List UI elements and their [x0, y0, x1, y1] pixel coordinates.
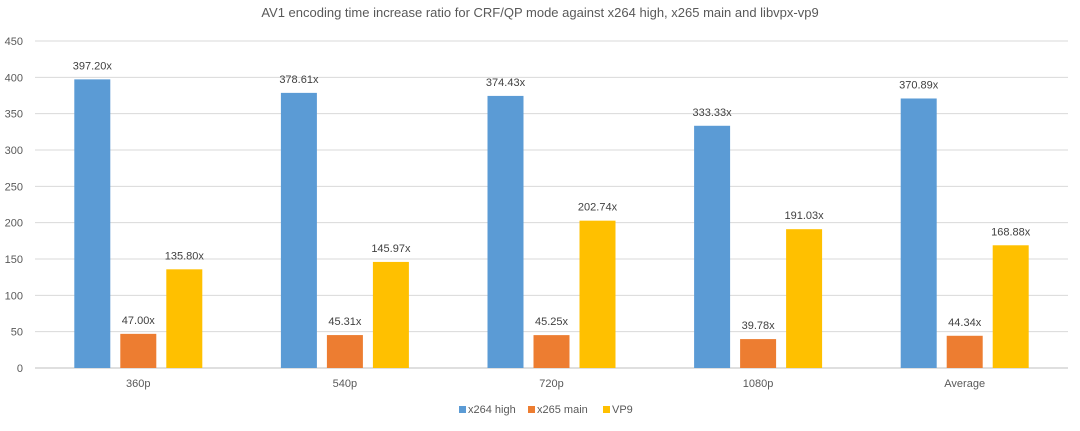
data-label: 191.03x — [785, 210, 825, 222]
data-label: 374.43x — [486, 77, 526, 89]
bar-x265-main — [120, 333, 157, 368]
y-tick-label: 300 — [5, 145, 23, 157]
data-label: 47.00x — [122, 315, 156, 327]
x-category-label: Average — [944, 378, 985, 390]
x-category-label: 360p — [126, 378, 150, 390]
bar-vp9 — [166, 269, 203, 368]
bars — [74, 79, 1029, 369]
legend-swatch — [603, 406, 610, 413]
legend-label: x264 high — [468, 404, 516, 416]
bar-vp9 — [372, 261, 409, 368]
legend-label: VP9 — [612, 404, 633, 416]
data-labels: 397.20x 47.00x 135.80x 378.61x 45.31x 145.97x… — [73, 60, 1031, 332]
bar-x264-high — [74, 79, 111, 369]
data-label: 370.89x — [899, 79, 939, 91]
y-tick-label: 150 — [5, 254, 23, 266]
chart-title: AV1 encoding time increase ratio for CRF… — [261, 5, 818, 20]
bar-x264-high — [280, 92, 317, 368]
bar-x264-high — [900, 98, 937, 368]
bar-x264-high — [487, 95, 524, 369]
data-label: 202.74x — [578, 202, 618, 214]
bar-x264-high — [694, 125, 731, 368]
bar-x265-main — [533, 335, 570, 368]
bar-vp9 — [786, 229, 823, 368]
data-label: 168.88x — [991, 226, 1031, 238]
y-tick-label: 0 — [17, 363, 23, 375]
bar-x265-main — [326, 335, 363, 368]
x-category-label: 720p — [539, 378, 563, 390]
legend-swatch — [459, 406, 466, 413]
data-label: 397.20x — [73, 60, 113, 72]
y-tick-label: 250 — [5, 181, 23, 193]
data-label: 45.25x — [535, 316, 569, 328]
x-axis-labels: 360p 540p 720p 1080p Average — [126, 378, 985, 390]
y-tick-label: 400 — [5, 72, 23, 84]
y-tick-label: 50 — [11, 327, 23, 339]
y-tick-label: 350 — [5, 109, 23, 121]
data-label: 44.34x — [948, 317, 982, 329]
bar-x265-main — [740, 339, 777, 368]
bar-vp9 — [992, 245, 1029, 368]
data-label: 45.31x — [328, 316, 362, 328]
y-tick-label: 100 — [5, 290, 23, 302]
y-axis-ticks: 0 50 100 150 200 250 300 350 400 450 — [5, 36, 23, 375]
legend-swatch — [528, 406, 535, 413]
x-category-label: 540p — [333, 378, 357, 390]
data-label: 333.33x — [693, 107, 733, 119]
data-label: 135.80x — [165, 250, 205, 262]
bar-vp9 — [579, 220, 616, 368]
gridlines — [35, 40, 1068, 369]
data-label: 145.97x — [371, 243, 411, 255]
y-tick-label: 450 — [5, 36, 23, 48]
legend-label: x265 main — [537, 404, 588, 416]
data-label: 39.78x — [742, 320, 776, 332]
legend: x264 high x265 main VP9 — [459, 404, 633, 416]
x-category-label: 1080p — [743, 378, 774, 390]
bar-x265-main — [946, 335, 983, 368]
y-tick-label: 200 — [5, 218, 23, 230]
data-label: 378.61x — [279, 74, 319, 86]
